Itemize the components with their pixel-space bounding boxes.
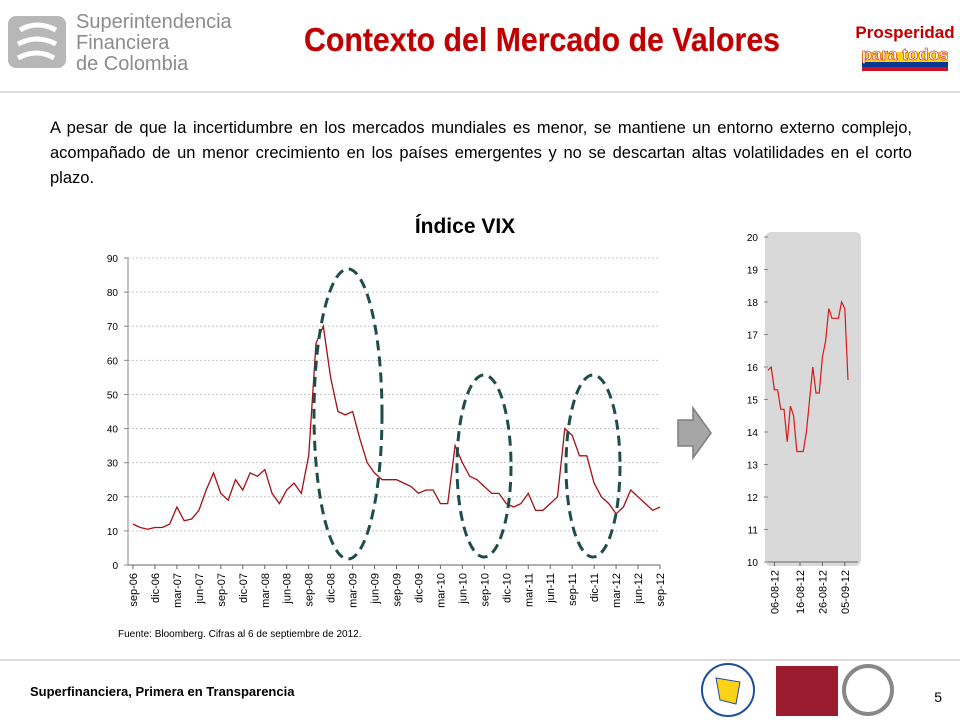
badge-text: para todos xyxy=(862,45,949,64)
x-tick-label: jun-12 xyxy=(633,573,645,605)
x-tick-label: sep-09 xyxy=(392,573,404,607)
y-tick-label: 20 xyxy=(107,493,119,504)
y-tick-label: 20 xyxy=(747,233,759,244)
seal-map xyxy=(715,677,741,705)
y-tick-label: 10 xyxy=(107,527,119,538)
highlight-ellipse xyxy=(312,267,384,561)
x-tick-label: sep-10 xyxy=(479,573,491,607)
logo-text: Superintendencia xyxy=(76,11,233,33)
x-tick-label: dic-10 xyxy=(501,573,513,603)
x-tick-label: dic-07 xyxy=(238,573,250,603)
x-tick-label: sep-06 xyxy=(128,573,140,607)
y-tick-label: 80 xyxy=(107,288,119,299)
series-line xyxy=(132,323,661,530)
y-tick-label: 40 xyxy=(107,425,119,436)
x-tick-label: sep-08 xyxy=(304,573,316,607)
logo-text: Financiera xyxy=(76,32,170,54)
x-tick-label: mar-07 xyxy=(172,573,184,608)
y-tick-label: 13 xyxy=(747,461,759,472)
y-tick-label: 14 xyxy=(747,428,759,439)
x-tick-label: 16-08-12 xyxy=(795,570,807,614)
y-tick-label: 15 xyxy=(747,396,759,407)
series-line xyxy=(767,300,849,453)
y-tick-label: 60 xyxy=(107,356,119,367)
y-tick-label: 12 xyxy=(747,493,759,504)
y-tick-label: 0 xyxy=(112,561,118,572)
badge-text: Prosperidad xyxy=(855,23,954,42)
arrow xyxy=(677,405,712,461)
footer-slogan: Superfinanciera, Primera en Transparenci… xyxy=(30,684,295,699)
logo-text: de Colombia xyxy=(76,53,189,75)
x-tick-label: jun-08 xyxy=(282,573,294,605)
x-tick-label: 06-08-12 xyxy=(769,570,781,614)
iso-badge xyxy=(776,666,838,716)
x-tick-label: dic-11 xyxy=(589,573,601,602)
x-tick-label: mar-12 xyxy=(611,573,623,608)
paragraph: A pesar de que la incertidumbre en los m… xyxy=(50,119,912,187)
highlight-ellipse xyxy=(455,373,513,559)
y-tick-label: 19 xyxy=(747,266,759,277)
x-tick-label: jun-10 xyxy=(457,573,469,605)
y-tick-label: 90 xyxy=(107,254,119,265)
x-tick-label: mar-09 xyxy=(348,573,360,608)
x-tick-label: dic-06 xyxy=(150,573,162,603)
x-tick-label: sep-07 xyxy=(216,573,228,607)
badge-stripe xyxy=(862,62,948,68)
y-tick-label: 11 xyxy=(748,526,759,537)
x-tick-label: mar-08 xyxy=(260,573,272,608)
x-tick-label: 26-08-12 xyxy=(817,570,829,614)
veritas-seal xyxy=(842,664,894,716)
x-tick-label: mar-11 xyxy=(523,573,535,607)
y-tick-label: 18 xyxy=(747,298,759,309)
y-tick-label: 30 xyxy=(107,459,119,470)
page-number: 5 xyxy=(934,689,942,705)
y-tick-label: 16 xyxy=(747,363,759,374)
chart-title: Índice VIX xyxy=(415,215,515,238)
y-tick-label: 50 xyxy=(107,390,119,401)
y-tick-label: 10 xyxy=(747,558,759,569)
x-tick-label: dic-09 xyxy=(413,573,425,603)
highlight-ellipse xyxy=(564,373,622,559)
x-tick-label: jun-09 xyxy=(370,573,382,605)
x-tick-label: jun-07 xyxy=(194,573,206,605)
logo-mark xyxy=(16,22,58,61)
x-tick-label: sep-12 xyxy=(655,573,667,607)
badge-stripe xyxy=(862,67,948,71)
x-tick-label: 05-09-12 xyxy=(840,570,852,614)
x-tick-label: sep-11 xyxy=(567,573,579,606)
slide-title: Contexto del Mercado de Valores xyxy=(304,21,780,58)
x-tick-label: dic-08 xyxy=(326,573,338,603)
plot-area xyxy=(765,232,861,566)
source-note: Fuente: Bloomberg. Cifras al 6 de septie… xyxy=(118,629,361,640)
x-tick-label: jun-11 xyxy=(545,573,557,604)
x-tick-label: mar-10 xyxy=(435,573,447,608)
plot-area xyxy=(128,258,660,565)
y-tick-label: 70 xyxy=(107,322,119,333)
y-tick-label: 17 xyxy=(747,331,759,342)
